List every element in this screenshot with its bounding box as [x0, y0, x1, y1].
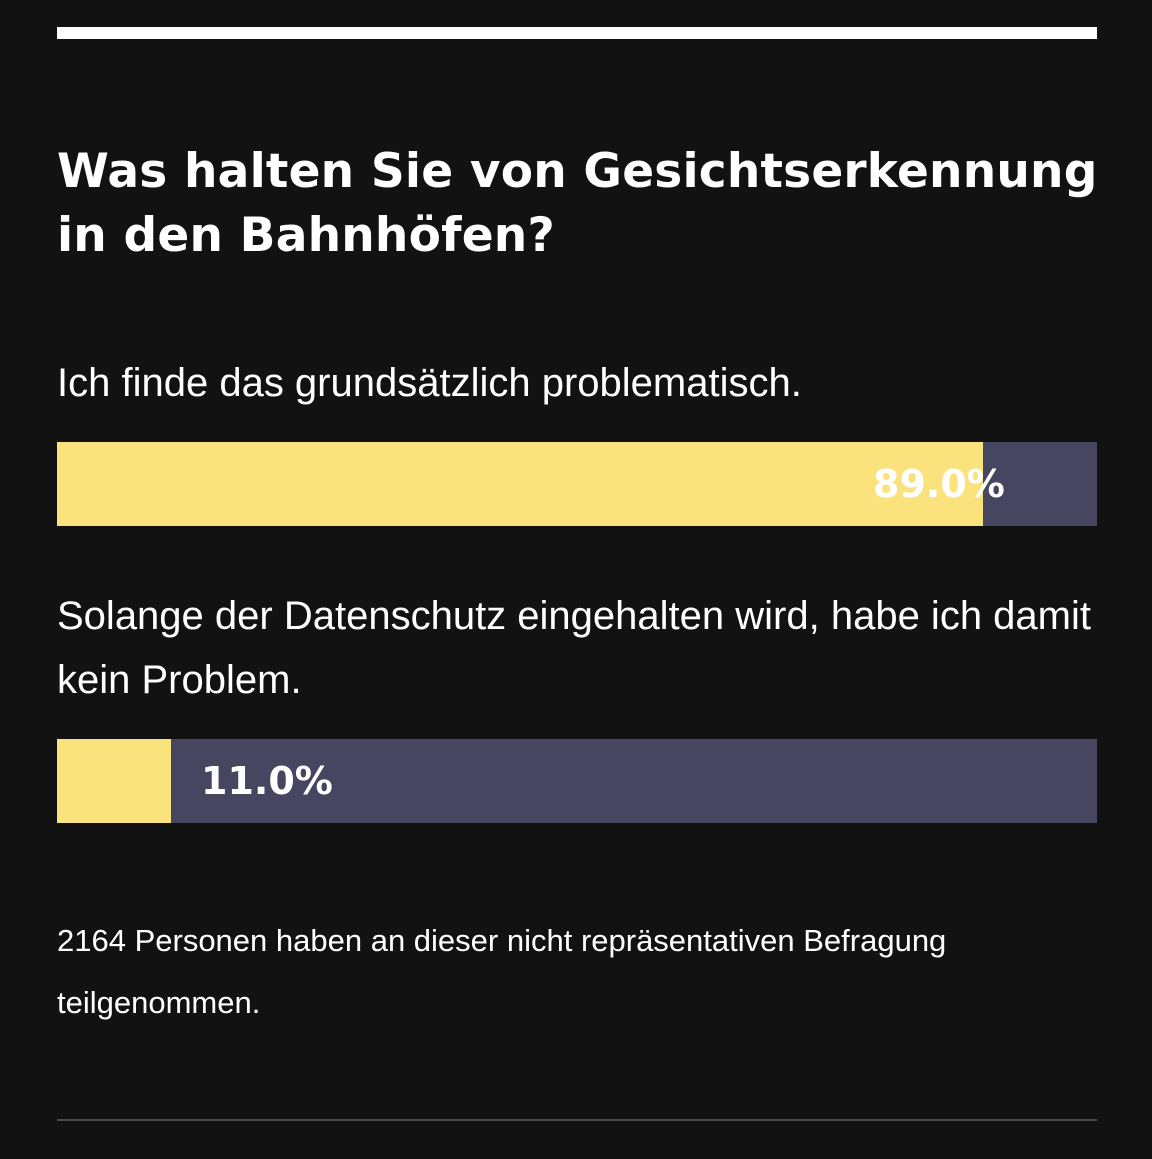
- option-label-problematic: Ich finde das grundsätzlich problematisc…: [57, 361, 802, 405]
- result-percentage: 11.0%: [201, 759, 333, 803]
- top-divider: [57, 27, 1097, 39]
- result-bar-no-problem: 11.0%: [57, 739, 1097, 823]
- option-label-no-problem: Solange der Datenschutz eingehalten wird…: [57, 594, 1091, 702]
- result-percentage: 89.0%: [873, 462, 1005, 506]
- poll-question: Was halten Sie von Gesichtserkennung in …: [57, 144, 1098, 263]
- result-bar-fill: [57, 442, 983, 526]
- result-bar-fill: [57, 739, 171, 823]
- participants-footnote: 2164 Personen haben an dieser nicht repr…: [57, 923, 947, 1020]
- bottom-divider: [57, 1119, 1097, 1121]
- result-bar-problematic: 89.0%: [57, 442, 1097, 526]
